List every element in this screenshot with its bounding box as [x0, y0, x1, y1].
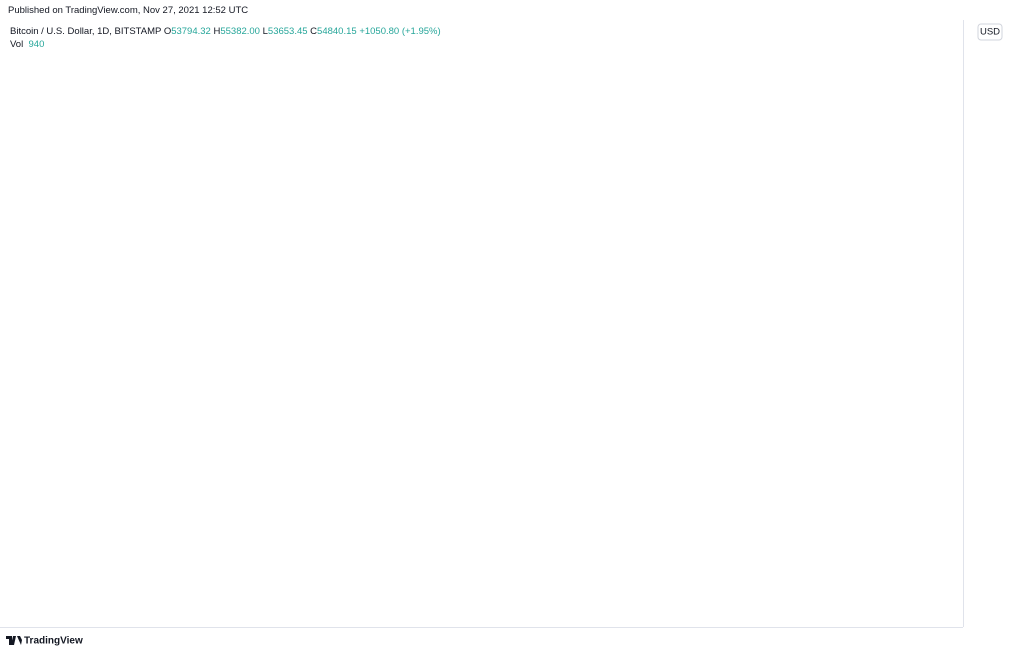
- ohlc-value: 54840.15: [317, 26, 357, 37]
- currency: USD: [980, 27, 1000, 38]
- brand: TradingView: [24, 636, 83, 647]
- ohlc-value: 55382.00: [220, 26, 260, 37]
- ohlc-key: L: [262, 26, 268, 37]
- symbol: Bitcoin / U.S. Dollar, 1D, BITSTAMP: [10, 26, 162, 37]
- ohlc-key: H: [213, 26, 221, 37]
- volume-label: Vol: [10, 39, 24, 50]
- publisher: Published on TradingView.com, Nov 27, 20…: [8, 5, 249, 16]
- ohlc-key: C: [310, 26, 318, 37]
- volume-value: 940: [28, 39, 45, 50]
- brand-logo: [6, 636, 22, 645]
- ohlc-value: 53794.32: [171, 26, 211, 37]
- ohlc-key: O: [163, 26, 172, 37]
- legend: Bitcoin / U.S. Dollar, 1D, BITSTAMP O537…: [10, 26, 441, 37]
- volume-legend: Vol 940: [10, 39, 44, 50]
- currency-box: [977, 23, 1003, 41]
- change: +1050.80 (+1.95%): [359, 26, 441, 37]
- ohlc-legend: O53794.32 H55382.00 L53653.45 C54840.15: [164, 26, 360, 37]
- ohlc-value: 53653.45: [267, 26, 308, 37]
